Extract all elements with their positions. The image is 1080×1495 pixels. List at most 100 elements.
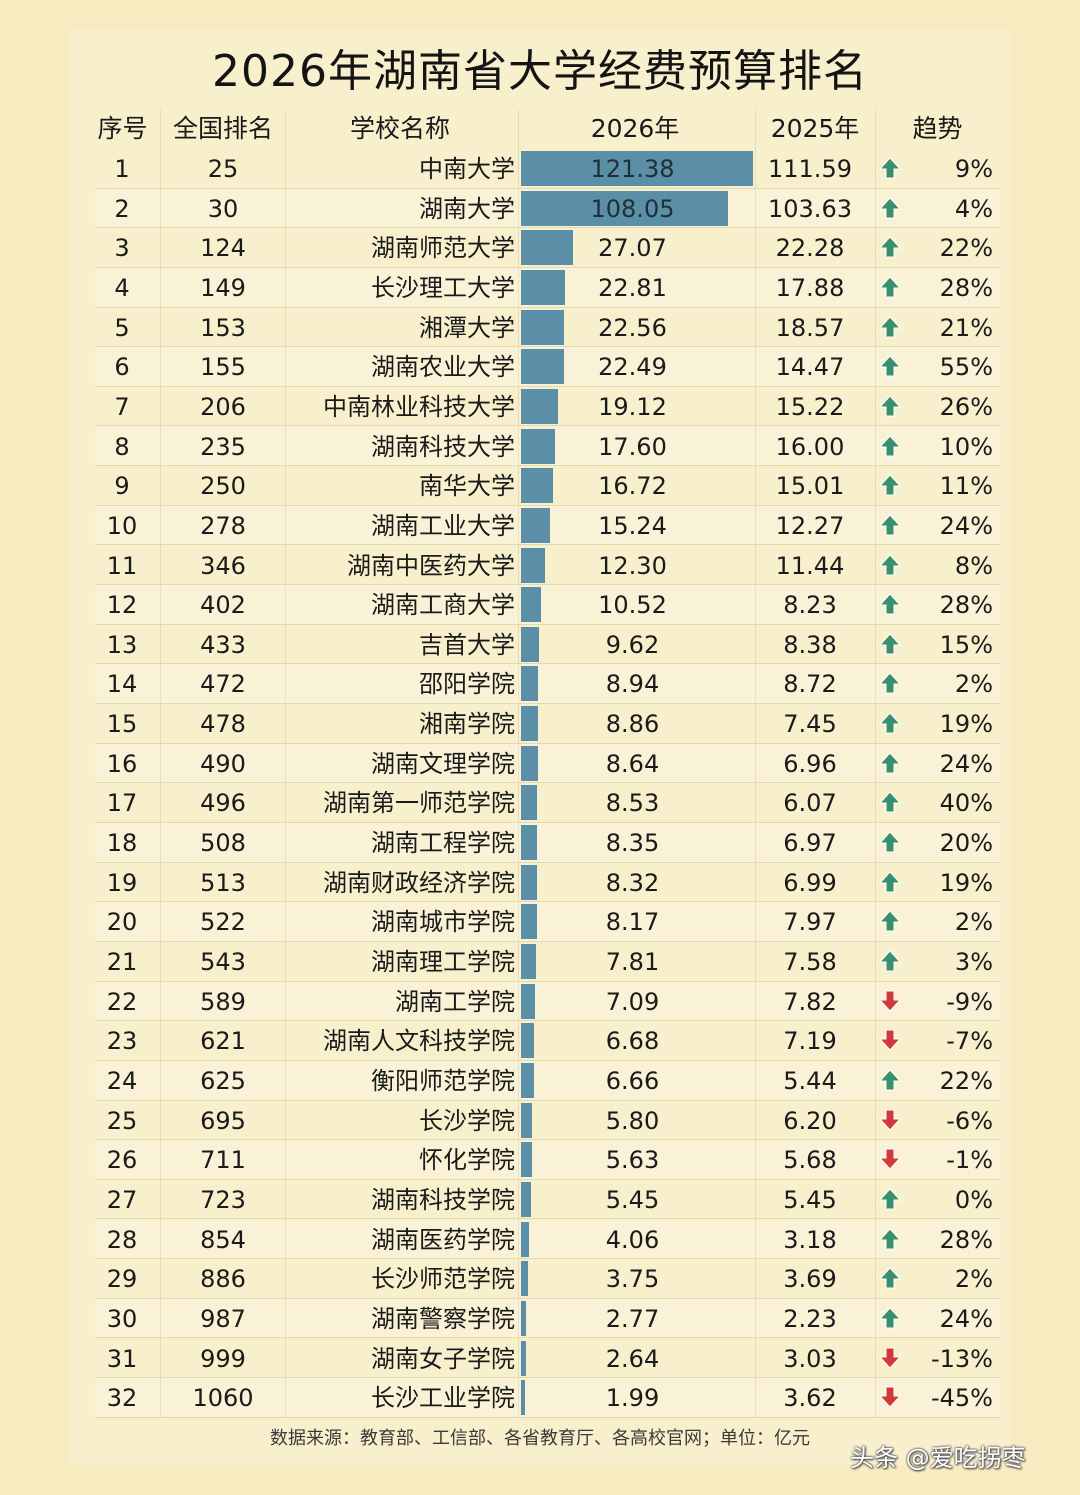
school-name: 中南林业科技大学 xyxy=(323,392,515,421)
row-number: 22 xyxy=(106,987,138,1016)
row-number: 12 xyxy=(106,591,138,620)
school-name: 湖南大学 xyxy=(419,194,515,223)
arrow-up-icon xyxy=(875,1299,905,1339)
budget-bar-cell xyxy=(521,189,761,229)
school-name: 湖南理工学院 xyxy=(371,948,515,976)
table-row: 9 250 南华大学 16.72 15.01 11% xyxy=(95,466,1000,506)
row-number: 24 xyxy=(106,1066,138,1095)
row-number: 17 xyxy=(106,789,138,818)
row-number: 11 xyxy=(106,551,138,580)
row-number: 2 xyxy=(114,194,130,223)
arrow-up-icon xyxy=(875,823,905,863)
column-divider xyxy=(755,110,756,1418)
budget-2025: 111.59 xyxy=(768,155,852,183)
budget-2025: 5.44 xyxy=(783,1066,837,1095)
table-row: 4 149 长沙理工大学 22.81 17.88 28% xyxy=(95,267,1000,308)
budget-bar-cell xyxy=(521,1299,761,1339)
national-rank: 589 xyxy=(200,987,246,1016)
budget-2026: 8.64 xyxy=(605,749,660,778)
arrow-up-icon xyxy=(875,268,905,308)
budget-bar xyxy=(521,349,564,385)
row-number: 7 xyxy=(114,392,130,421)
national-rank: 695 xyxy=(200,1106,246,1135)
budget-2025: 7.58 xyxy=(783,948,837,976)
arrow-up-icon xyxy=(875,466,905,506)
national-rank: 886 xyxy=(200,1265,246,1294)
trend-percent: -13% xyxy=(930,1344,993,1373)
row-number: 9 xyxy=(114,472,130,501)
row-divider xyxy=(95,861,1000,863)
trend-percent: 9% xyxy=(954,155,993,183)
arrow-up-icon xyxy=(875,585,905,625)
budget-2026: 5.63 xyxy=(605,1146,660,1175)
row-divider xyxy=(95,901,1000,903)
trend-percent: 24% xyxy=(939,1304,993,1333)
row-number: 4 xyxy=(114,273,130,302)
national-rank: 490 xyxy=(200,749,246,778)
budget-2026: 27.07 xyxy=(598,234,667,263)
data-source-note: 数据来源：教育部、工信部、各省教育厅、各高校官网；单位：亿元 xyxy=(270,1428,810,1449)
table-row: 10 278 湖南工业大学 15.24 12.27 24% xyxy=(95,505,1000,546)
school-name: 吉首大学 xyxy=(419,630,515,659)
table-row: 13 433 吉首大学 9.62 8.38 15% xyxy=(95,625,1000,665)
budget-2026: 5.45 xyxy=(605,1185,660,1214)
trend-percent: 28% xyxy=(939,591,993,620)
national-rank: 1060 xyxy=(192,1384,254,1413)
budget-bar-cell xyxy=(521,308,761,348)
header-2026: 2026年 xyxy=(590,114,680,143)
table-row: 16 490 湖南文理学院 8.64 6.96 24% xyxy=(95,743,1000,784)
row-number: 16 xyxy=(106,749,138,778)
school-name: 中南大学 xyxy=(419,155,515,183)
budget-bar-cell xyxy=(521,466,761,506)
row-divider xyxy=(95,584,1000,586)
table-row: 30 987 湖南警察学院 2.77 2.23 24% xyxy=(95,1298,1000,1339)
budget-2025: 14.47 xyxy=(775,353,845,382)
national-rank: 346 xyxy=(200,551,246,580)
row-divider xyxy=(95,227,1000,229)
row-divider xyxy=(95,187,1000,189)
row-divider xyxy=(95,1377,1000,1379)
row-divider xyxy=(95,385,1000,387)
row-number: 1 xyxy=(114,155,130,183)
page-title: 2026年湖南省大学经费预算排名 xyxy=(212,46,868,97)
school-name: 湖南城市学院 xyxy=(371,908,515,937)
table-row: 29 886 长沙师范学院 3.75 3.69 2% xyxy=(95,1259,1000,1299)
budget-2026: 22.49 xyxy=(598,353,667,382)
budget-bar-cell xyxy=(521,1061,761,1101)
school-name: 湖南工业大学 xyxy=(371,511,515,540)
national-rank: 30 xyxy=(207,194,239,223)
budget-2025: 5.45 xyxy=(783,1185,837,1214)
table-row: 22 589 湖南工学院 7.09 7.82 -9% xyxy=(95,981,1000,1022)
table-row: 6 155 湖南农业大学 22.49 14.47 55% xyxy=(95,347,1000,387)
budget-bar-cell xyxy=(521,546,761,586)
row-number: 30 xyxy=(106,1304,138,1333)
arrow-up-icon xyxy=(875,625,905,665)
arrow-down-icon xyxy=(875,1101,905,1141)
budget-bar xyxy=(521,428,555,464)
budget-2026: 22.56 xyxy=(598,313,667,342)
row-number: 27 xyxy=(106,1185,138,1214)
row-divider xyxy=(95,623,1000,625)
national-rank: 543 xyxy=(200,948,246,976)
budget-bar xyxy=(521,904,537,940)
row-divider xyxy=(95,980,1000,982)
school-name: 湖南医药学院 xyxy=(371,1225,515,1254)
trend-percent: 4% xyxy=(954,194,993,223)
school-name: 湖南文理学院 xyxy=(371,749,515,778)
row-number: 29 xyxy=(106,1265,138,1294)
budget-bar xyxy=(521,388,558,424)
trend-percent: -6% xyxy=(946,1106,993,1135)
national-rank: 124 xyxy=(200,234,246,263)
national-rank: 999 xyxy=(200,1344,246,1373)
budget-2025: 15.01 xyxy=(775,472,845,501)
school-name: 湖南工商大学 xyxy=(371,591,515,620)
budget-2025: 7.45 xyxy=(783,710,837,739)
school-name: 怀化学院 xyxy=(419,1146,515,1175)
school-name: 湖南财政经济学院 xyxy=(323,868,515,897)
budget-bar xyxy=(521,864,537,900)
column-divider xyxy=(285,110,286,1418)
budget-bar xyxy=(521,785,538,821)
trend-percent: -9% xyxy=(946,987,993,1016)
table-row: 20 522 湖南城市学院 8.17 7.97 2% xyxy=(95,902,1000,942)
row-divider xyxy=(95,544,1000,546)
